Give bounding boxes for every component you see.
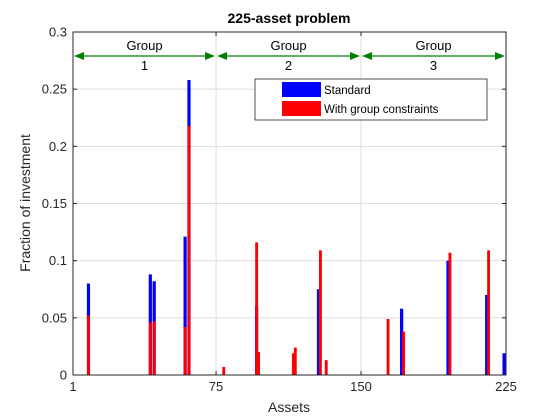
x-tick-label: 150 (350, 379, 372, 394)
group-number: 2 (285, 58, 292, 73)
bar-group-constraints (255, 242, 259, 375)
bar-group-constraints (402, 331, 405, 375)
bar-standard (502, 353, 506, 375)
legend-swatch-standard (282, 82, 321, 97)
bar-group-constraints (487, 250, 491, 375)
bar-group-constraints (318, 250, 322, 375)
group-label: Group (126, 38, 162, 53)
y-tick-label: 0.1 (49, 253, 67, 268)
x-axis-label: Assets (268, 399, 310, 415)
bar-standard (316, 289, 321, 375)
bar-group-constraints (148, 322, 152, 375)
group-arrows: Group 1 Group 2 Group 3 (74, 38, 505, 73)
x-tick-label: 75 (209, 379, 223, 394)
chart-title: 225-asset problem (228, 10, 351, 26)
y-tick-label: 0.15 (42, 196, 67, 211)
bar-group-constraints (448, 252, 452, 375)
bar-group-constraints (152, 321, 156, 375)
y-axis-label: Fraction of investment (17, 134, 33, 272)
group-arrow-head-left (217, 52, 228, 61)
bar-group-constraints (386, 318, 390, 375)
y-tick-label: 0.25 (42, 82, 67, 97)
bar-standard (446, 260, 450, 375)
bar-group-constraints (87, 315, 90, 375)
bar-group-constraints (187, 125, 191, 376)
group-arrow-head-right (495, 52, 505, 61)
bar-standard (400, 308, 404, 375)
bar-group-constraints (222, 366, 226, 375)
legend: Standard With group constraints (254, 78, 488, 121)
group-label: Group (415, 38, 451, 53)
y-tick-label: 0 (60, 368, 67, 383)
y-tick-label: 0.05 (42, 310, 67, 325)
x-tick-label: 1 (69, 379, 76, 394)
y-tick-label: 0.3 (49, 25, 67, 40)
bar-standard (485, 294, 489, 375)
axis-ticks: 1 75 150 225 0 0.05 0.1 0.15 0.2 0.25 0.3 (42, 25, 517, 395)
group-label: Group (270, 38, 306, 53)
legend-label-standard: Standard (324, 85, 371, 97)
group-number: 3 (430, 58, 437, 73)
x-tick-label: 225 (495, 379, 517, 394)
y-tick-label: 0.2 (49, 139, 67, 154)
bar-group-constraints (183, 326, 187, 375)
group-arrow-head-right (350, 52, 361, 61)
group-arrow-head-right (205, 52, 216, 61)
group-arrow-head-left (74, 52, 84, 61)
bar-standard (183, 236, 187, 375)
bar-group-constraints (293, 347, 297, 375)
group-arrow-head-left (362, 52, 373, 61)
bar-group-constraints (324, 360, 328, 375)
bar-group-constraints (291, 353, 295, 375)
legend-label-group-constraints: With group constraints (324, 104, 439, 116)
group-number: 1 (141, 58, 148, 73)
legend-swatch-group-constraints (282, 101, 321, 116)
bar-group-constraints (257, 352, 261, 375)
